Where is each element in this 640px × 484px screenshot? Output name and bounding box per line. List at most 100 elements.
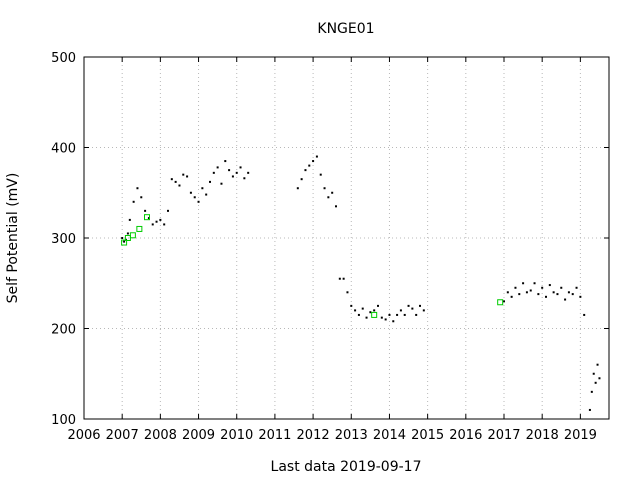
data-point	[403, 313, 406, 316]
data-point	[552, 291, 555, 294]
data-point	[121, 237, 124, 239]
data-point	[377, 304, 379, 307]
data-point	[151, 223, 154, 226]
data-point	[361, 307, 364, 310]
data-point	[592, 372, 595, 375]
data-point	[583, 313, 586, 316]
x-tick-label: 2017	[487, 428, 520, 443]
data-point	[529, 289, 532, 292]
data-layer	[121, 155, 601, 411]
data-point	[296, 187, 299, 190]
data-point	[564, 298, 567, 301]
data-point	[545, 295, 547, 298]
data-point	[537, 293, 540, 296]
x-tick-label: 2014	[373, 428, 406, 443]
data-point	[338, 277, 341, 280]
data-point	[178, 184, 181, 187]
grid-layer	[84, 57, 609, 419]
x-tick-label: 2019	[564, 428, 597, 443]
data-point	[373, 309, 376, 312]
x-axis-label: Last data 2019-09-17	[271, 459, 422, 475]
data-point	[346, 291, 349, 294]
manual-point	[129, 232, 136, 239]
data-point	[399, 309, 402, 312]
data-point	[533, 282, 536, 285]
x-tick-label: 2010	[220, 428, 253, 443]
data-point	[247, 171, 250, 174]
data-point	[548, 284, 551, 287]
data-point	[239, 166, 242, 169]
data-point	[396, 313, 399, 316]
y-tick-label: 100	[51, 413, 76, 428]
data-point	[193, 196, 196, 199]
data-point	[518, 293, 521, 296]
data-point	[522, 282, 525, 285]
data-point	[209, 180, 211, 183]
data-point	[422, 309, 425, 312]
data-point	[300, 178, 303, 181]
x-tick-label: 2009	[182, 428, 215, 443]
data-point	[312, 160, 315, 163]
data-point	[579, 295, 582, 298]
data-point	[514, 286, 517, 289]
data-point	[335, 205, 337, 208]
manual-point	[121, 239, 128, 246]
plot-frame	[83, 56, 610, 420]
manual-point	[136, 225, 143, 232]
data-point	[319, 173, 322, 176]
tick-layer: 2006 2007 2008 2009 2010 2011 2012 2013 2014 2015…	[51, 51, 609, 443]
chart-title: KNGE01	[317, 21, 374, 37]
x-tick-label: 2011	[258, 428, 291, 443]
data-point	[123, 240, 126, 243]
x-tick-label: 2012	[297, 428, 330, 443]
data-point	[186, 175, 189, 178]
data-point	[407, 304, 410, 307]
y-tick-label: 500	[51, 51, 76, 66]
data-point	[365, 316, 368, 319]
y-axis-label: Self Potential (mV)	[5, 173, 21, 304]
data-point	[392, 320, 395, 323]
data-point	[220, 182, 223, 185]
data-point	[415, 313, 418, 316]
data-point	[419, 304, 421, 307]
data-point	[201, 187, 204, 190]
data-point	[571, 293, 574, 296]
data-point	[541, 286, 544, 289]
data-point	[596, 363, 599, 366]
data-point	[128, 218, 131, 221]
data-point	[594, 381, 597, 384]
data-point	[144, 209, 147, 212]
data-point	[126, 232, 129, 235]
y-tick-label: 300	[51, 232, 76, 247]
data-point	[510, 295, 513, 298]
x-tick-label: 2006	[67, 428, 100, 443]
x-tick-label: 2018	[526, 428, 559, 443]
data-point	[174, 180, 177, 183]
data-point	[212, 171, 215, 174]
manual-point	[144, 214, 150, 221]
data-point	[224, 160, 227, 163]
data-point	[380, 316, 383, 319]
manual-point	[371, 311, 378, 318]
data-point	[384, 318, 387, 321]
data-point	[304, 169, 307, 172]
data-point	[167, 209, 169, 212]
x-tick-label: 2013	[335, 428, 368, 443]
data-point	[598, 377, 601, 380]
data-point	[228, 169, 231, 172]
data-point	[155, 220, 158, 223]
data-point	[243, 177, 246, 180]
data-point	[136, 187, 139, 190]
data-point	[182, 173, 185, 176]
data-point	[503, 300, 505, 303]
data-point	[357, 313, 360, 316]
data-point	[567, 291, 570, 294]
data-point	[354, 309, 357, 312]
data-point	[205, 193, 208, 196]
data-point	[216, 166, 219, 169]
data-point	[556, 293, 559, 296]
data-point	[159, 218, 162, 221]
data-point	[388, 313, 391, 316]
